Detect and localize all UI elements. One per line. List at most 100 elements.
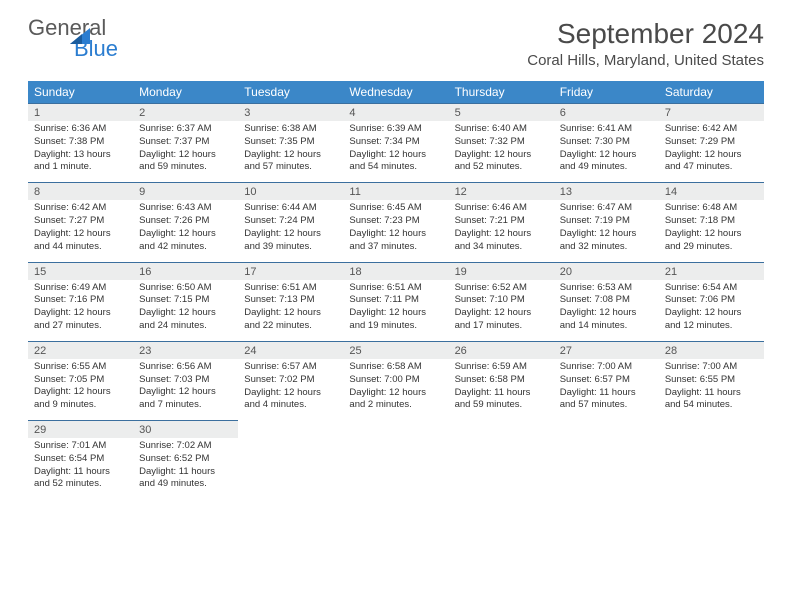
- day-number-cell: 14: [659, 183, 764, 201]
- day-number: 11: [343, 183, 448, 200]
- day-number-cell: [238, 421, 343, 439]
- day-data: Sunrise: 6:55 AMSunset: 7:05 PMDaylight:…: [28, 359, 133, 420]
- day-number-cell: 9: [133, 183, 238, 201]
- logo-sail-icon: [68, 24, 96, 48]
- day-number-cell: 27: [554, 341, 659, 359]
- day-number-cell: 18: [343, 262, 448, 280]
- logo: General Blue: [28, 18, 96, 60]
- day-number-cell: 10: [238, 183, 343, 201]
- day-number: 4: [343, 104, 448, 121]
- day-data-cell: Sunrise: 6:37 AMSunset: 7:37 PMDaylight:…: [133, 121, 238, 183]
- day-number: 25: [343, 342, 448, 359]
- day-header: Thursday: [449, 81, 554, 104]
- day-number: [659, 421, 764, 438]
- day-number-cell: 19: [449, 262, 554, 280]
- day-number-cell: 26: [449, 341, 554, 359]
- week-number-row: 891011121314: [28, 183, 764, 201]
- day-number-cell: 8: [28, 183, 133, 201]
- day-data-cell: Sunrise: 6:51 AMSunset: 7:13 PMDaylight:…: [238, 280, 343, 342]
- day-data: [343, 439, 448, 499]
- day-data-cell: Sunrise: 6:57 AMSunset: 7:02 PMDaylight:…: [238, 359, 343, 421]
- day-data-cell: Sunrise: 6:53 AMSunset: 7:08 PMDaylight:…: [554, 280, 659, 342]
- day-number: 14: [659, 183, 764, 200]
- day-data-cell: Sunrise: 6:49 AMSunset: 7:16 PMDaylight:…: [28, 280, 133, 342]
- day-number: 26: [449, 342, 554, 359]
- day-data: Sunrise: 6:42 AMSunset: 7:27 PMDaylight:…: [28, 200, 133, 261]
- day-data-cell: [554, 438, 659, 499]
- day-number-cell: [659, 421, 764, 439]
- day-data-cell: Sunrise: 7:01 AMSunset: 6:54 PMDaylight:…: [28, 438, 133, 499]
- week-data-row: Sunrise: 6:49 AMSunset: 7:16 PMDaylight:…: [28, 280, 764, 342]
- day-data-cell: Sunrise: 6:47 AMSunset: 7:19 PMDaylight:…: [554, 200, 659, 262]
- day-number: 13: [554, 183, 659, 200]
- day-number-cell: 12: [449, 183, 554, 201]
- day-data: Sunrise: 6:44 AMSunset: 7:24 PMDaylight:…: [238, 200, 343, 261]
- day-data-cell: [343, 438, 448, 499]
- day-number-cell: 17: [238, 262, 343, 280]
- day-number: 16: [133, 263, 238, 280]
- day-data-cell: Sunrise: 6:45 AMSunset: 7:23 PMDaylight:…: [343, 200, 448, 262]
- day-header: Sunday: [28, 81, 133, 104]
- day-number: 30: [133, 421, 238, 438]
- day-number-cell: 30: [133, 421, 238, 439]
- day-number-cell: [554, 421, 659, 439]
- day-data-cell: Sunrise: 6:51 AMSunset: 7:11 PMDaylight:…: [343, 280, 448, 342]
- day-number-cell: 6: [554, 104, 659, 122]
- day-number: 15: [28, 263, 133, 280]
- day-number-cell: 21: [659, 262, 764, 280]
- day-data-cell: [238, 438, 343, 499]
- day-data: Sunrise: 6:39 AMSunset: 7:34 PMDaylight:…: [343, 121, 448, 182]
- day-data: Sunrise: 6:46 AMSunset: 7:21 PMDaylight:…: [449, 200, 554, 261]
- day-number-cell: [343, 421, 448, 439]
- day-data: Sunrise: 6:51 AMSunset: 7:13 PMDaylight:…: [238, 280, 343, 341]
- day-number: 18: [343, 263, 448, 280]
- day-data-cell: Sunrise: 6:38 AMSunset: 7:35 PMDaylight:…: [238, 121, 343, 183]
- day-data: Sunrise: 6:36 AMSunset: 7:38 PMDaylight:…: [28, 121, 133, 182]
- day-number: 29: [28, 421, 133, 438]
- day-data: Sunrise: 6:38 AMSunset: 7:35 PMDaylight:…: [238, 121, 343, 182]
- day-data: Sunrise: 6:48 AMSunset: 7:18 PMDaylight:…: [659, 200, 764, 261]
- day-number: 28: [659, 342, 764, 359]
- day-number: [238, 421, 343, 438]
- day-data: Sunrise: 6:52 AMSunset: 7:10 PMDaylight:…: [449, 280, 554, 341]
- day-data-cell: Sunrise: 6:50 AMSunset: 7:15 PMDaylight:…: [133, 280, 238, 342]
- day-data-cell: [659, 438, 764, 499]
- day-number: 8: [28, 183, 133, 200]
- day-data: Sunrise: 6:58 AMSunset: 7:00 PMDaylight:…: [343, 359, 448, 420]
- day-number: 5: [449, 104, 554, 121]
- day-data: Sunrise: 6:59 AMSunset: 6:58 PMDaylight:…: [449, 359, 554, 420]
- day-data: Sunrise: 6:43 AMSunset: 7:26 PMDaylight:…: [133, 200, 238, 261]
- day-data: Sunrise: 6:53 AMSunset: 7:08 PMDaylight:…: [554, 280, 659, 341]
- day-data: Sunrise: 6:50 AMSunset: 7:15 PMDaylight:…: [133, 280, 238, 341]
- day-number-cell: 28: [659, 341, 764, 359]
- day-data-cell: Sunrise: 7:00 AMSunset: 6:55 PMDaylight:…: [659, 359, 764, 421]
- title-block: September 2024 Coral Hills, Maryland, Un…: [527, 18, 764, 69]
- day-data: Sunrise: 6:45 AMSunset: 7:23 PMDaylight:…: [343, 200, 448, 261]
- day-number-cell: 11: [343, 183, 448, 201]
- day-number: 23: [133, 342, 238, 359]
- day-data-cell: [449, 438, 554, 499]
- day-data-cell: Sunrise: 7:02 AMSunset: 6:52 PMDaylight:…: [133, 438, 238, 499]
- day-data: Sunrise: 6:47 AMSunset: 7:19 PMDaylight:…: [554, 200, 659, 261]
- week-number-row: 2930: [28, 421, 764, 439]
- day-number: 12: [449, 183, 554, 200]
- month-title: September 2024: [527, 18, 764, 50]
- day-number-cell: 20: [554, 262, 659, 280]
- day-number: [449, 421, 554, 438]
- day-number-cell: 13: [554, 183, 659, 201]
- day-data: Sunrise: 6:40 AMSunset: 7:32 PMDaylight:…: [449, 121, 554, 182]
- day-data-cell: Sunrise: 6:41 AMSunset: 7:30 PMDaylight:…: [554, 121, 659, 183]
- day-number-cell: 15: [28, 262, 133, 280]
- day-number: 9: [133, 183, 238, 200]
- day-data: Sunrise: 6:51 AMSunset: 7:11 PMDaylight:…: [343, 280, 448, 341]
- calendar-body: 1234567Sunrise: 6:36 AMSunset: 7:38 PMDa…: [28, 104, 764, 500]
- day-data: Sunrise: 6:42 AMSunset: 7:29 PMDaylight:…: [659, 121, 764, 182]
- day-data: Sunrise: 7:01 AMSunset: 6:54 PMDaylight:…: [28, 438, 133, 499]
- day-number: 2: [133, 104, 238, 121]
- day-header: Wednesday: [343, 81, 448, 104]
- week-data-row: Sunrise: 6:36 AMSunset: 7:38 PMDaylight:…: [28, 121, 764, 183]
- day-number-cell: 23: [133, 341, 238, 359]
- week-data-row: Sunrise: 6:42 AMSunset: 7:27 PMDaylight:…: [28, 200, 764, 262]
- day-data-cell: Sunrise: 6:36 AMSunset: 7:38 PMDaylight:…: [28, 121, 133, 183]
- day-number-cell: 22: [28, 341, 133, 359]
